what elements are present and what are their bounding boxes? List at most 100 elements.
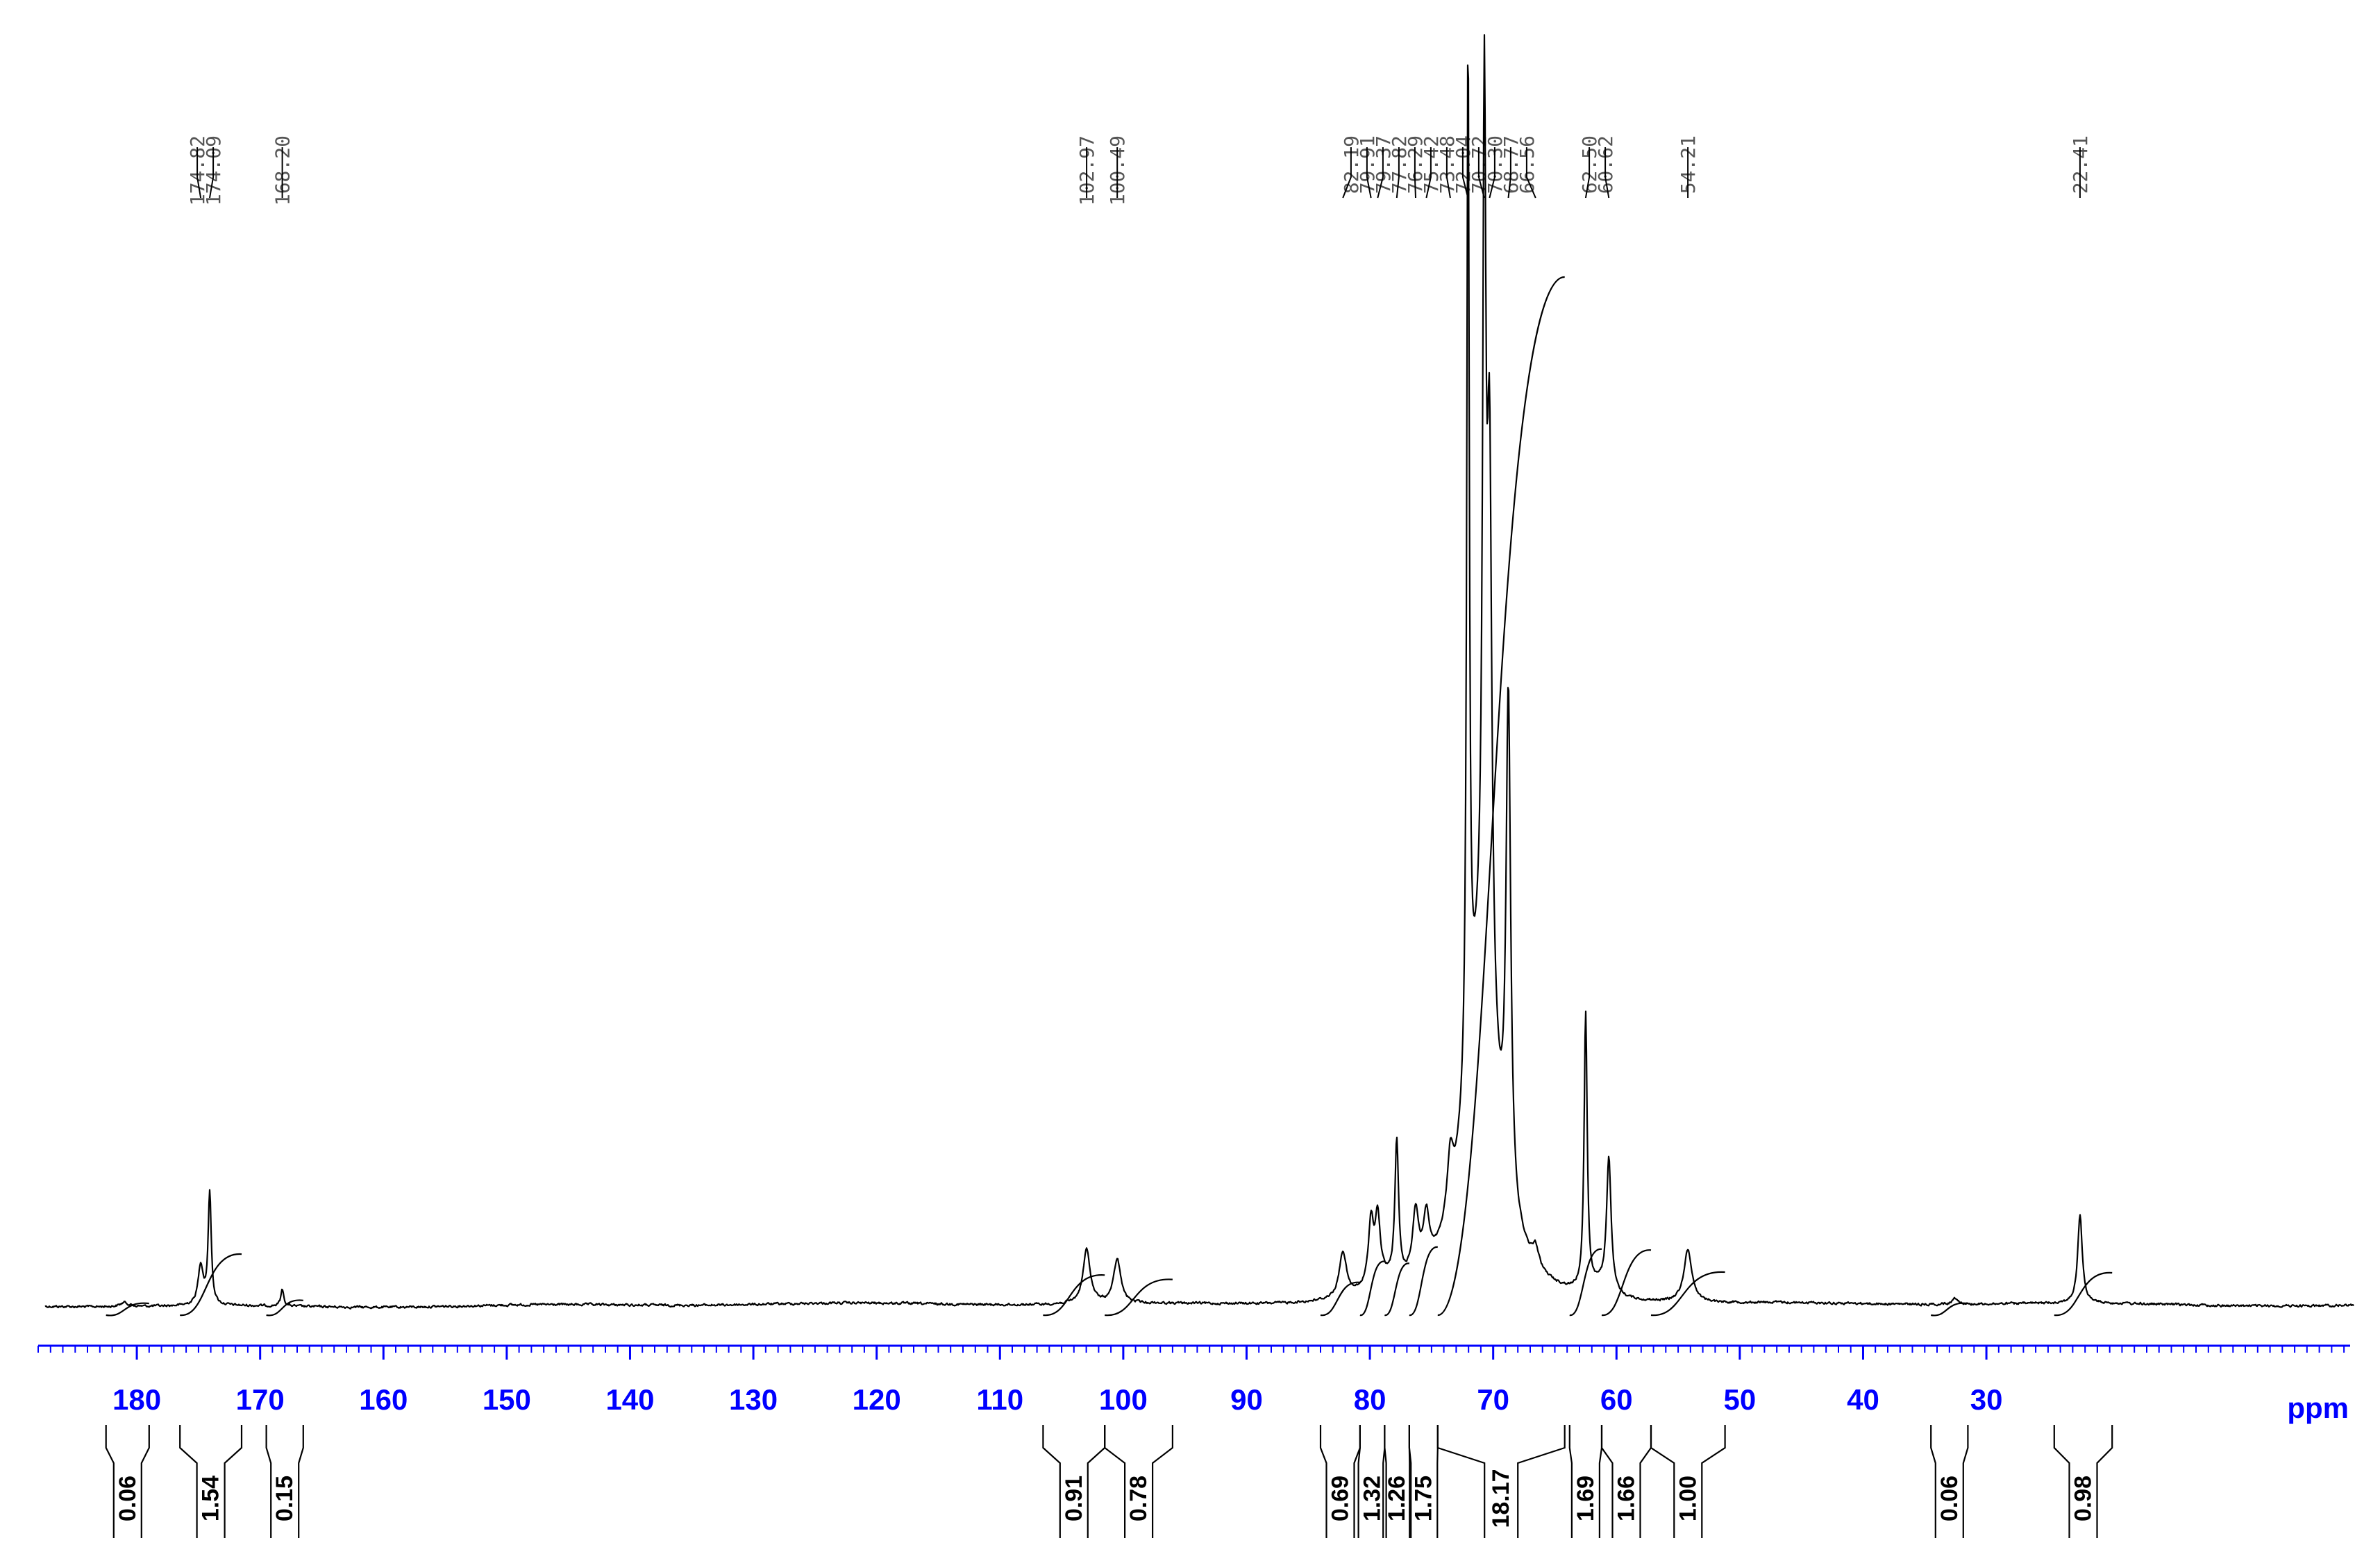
x-tick-label: 110 [976, 1383, 1023, 1416]
x-tick-label: 100 [1099, 1383, 1148, 1416]
integral-bracket-left [1600, 1425, 1614, 1538]
integral-bracket-left [1650, 1425, 1675, 1538]
x-tick-label: 40 [1847, 1383, 1879, 1416]
integral-bracket: 0.06 [1930, 1425, 1969, 1538]
x-tick-label: 60 [1600, 1383, 1633, 1416]
integral-curve [106, 1302, 149, 1317]
peak-label: 168.20 [271, 135, 294, 206]
peak-label: 66.56 [1516, 135, 1539, 199]
integral-bracket: 1.66 [1600, 1425, 1652, 1538]
integral-bracket-left [1568, 1425, 1573, 1538]
integral-value-label: 0.15 [271, 1476, 298, 1521]
peak-label-leader [1489, 147, 1495, 199]
x-tick-label: 70 [1477, 1383, 1509, 1416]
integral-value-label: 18.17 [1488, 1469, 1514, 1528]
integral-curve [1043, 1274, 1105, 1317]
peak-label: 70.72 [1468, 135, 1491, 199]
peak-label: 100.49 [1106, 135, 1129, 206]
peak-label-leader [1445, 147, 1451, 199]
x-tick-label: 50 [1724, 1383, 1757, 1416]
integral-curve [1359, 1260, 1385, 1317]
integral-bracket-left [105, 1425, 115, 1538]
integral-curve [2054, 1271, 2113, 1317]
integral-bracket: 0.06 [105, 1425, 150, 1538]
x-tick-label: 90 [1230, 1383, 1263, 1416]
peak-label: 174.82 [186, 135, 209, 206]
x-tick-label: 160 [359, 1383, 408, 1416]
x-tick-label: 180 [112, 1383, 161, 1416]
peak-label-leader [1525, 147, 1536, 199]
integral-value-label: 0.78 [1125, 1476, 1152, 1521]
peak-label-leader [1342, 147, 1352, 199]
integral-value-label: 1.00 [1675, 1476, 1701, 1521]
integral-bracket-left [1930, 1425, 1936, 1538]
integral-curve [1650, 1271, 1725, 1317]
integral-bracket-left [1357, 1425, 1361, 1538]
integral-bracket-left [179, 1425, 198, 1538]
peak-label: 62.50 [1578, 135, 1601, 199]
integral-curve [1569, 1248, 1602, 1317]
integral-value-label: 1.66 [1614, 1476, 1640, 1521]
peak-label-leader [1396, 147, 1400, 199]
integral-bracket: 1.75 [1408, 1425, 1439, 1538]
x-axis: 180 170 160 150 140 130 120 110 100 90 80 70 60 50 40 3… [37, 1344, 2350, 1424]
integral-bracket-right [1701, 1425, 1726, 1538]
peak-label: 60.62 [1594, 135, 1617, 199]
peak-label: 70.30 [1484, 135, 1507, 199]
peak-label: 75.42 [1420, 135, 1443, 199]
peak-label: 79.91 [1356, 135, 1379, 199]
integral-bracket: 0.15 [265, 1425, 304, 1538]
spectrum-trace [44, 34, 2354, 1310]
minor-tick-marks [37, 1346, 2345, 1353]
peak-label: 82.19 [1340, 135, 1363, 199]
integral-bracket: 1.69 [1568, 1425, 1603, 1538]
peak-label-leader [1425, 147, 1432, 199]
integral-bracket-left [1436, 1425, 1486, 1538]
peak-label-leader [196, 147, 202, 199]
integral-value-label: 1.75 [1410, 1476, 1436, 1521]
x-axis-unit-label: ppm [2287, 1392, 2349, 1424]
integral-bracket-right [298, 1425, 304, 1538]
integral-curve [266, 1299, 303, 1317]
integral-bracket-right [1639, 1425, 1652, 1538]
integral-bracket-left [1382, 1425, 1386, 1538]
x-axis-minor-ticks [37, 1346, 2345, 1353]
peak-label-leader [1461, 147, 1469, 199]
peak-label-leader [209, 147, 215, 199]
integral-bracket-right [1152, 1425, 1173, 1538]
peak-label: 72.04 [1452, 135, 1475, 199]
x-tick-label: 80 [1354, 1383, 1386, 1416]
integral-bracket: 0.78 [1104, 1425, 1173, 1538]
peak-label: 68.77 [1500, 135, 1523, 199]
integral-bracket-group: 0.06 1.54 0.15 0.91 0.78 0.69 1.321.26 1.75 18.1… [105, 1425, 2113, 1538]
integral-bracket: 1.00 [1650, 1425, 1726, 1538]
integral-bracket: 0.69 [1319, 1425, 1361, 1538]
peak-label-leader [1377, 147, 1384, 199]
integral-bracket: 1.32 [1357, 1425, 1387, 1538]
integral-bracket-right [1962, 1425, 1969, 1538]
integral-bracket-right [1087, 1425, 1106, 1538]
x-tick-label: 140 [605, 1383, 654, 1416]
integral-bracket-left [1104, 1425, 1126, 1538]
integral-bracket-right [2096, 1425, 2113, 1538]
peak-label: 54.21 [1677, 135, 1700, 198]
integral-curve [1601, 1249, 1652, 1317]
peak-label: 22.41 [2069, 135, 2092, 198]
peak-label-leader [1414, 147, 1416, 199]
integral-bracket: 0.98 [2053, 1425, 2113, 1538]
peak-label-leader [1477, 147, 1485, 199]
integral-value-label: 0.69 [1327, 1476, 1354, 1521]
integral-curve [1384, 1262, 1410, 1317]
peak-label: 79.37 [1372, 135, 1395, 199]
peak-label-leader [1366, 147, 1372, 199]
x-tick-label: 130 [729, 1383, 778, 1416]
peak-label: 73.48 [1436, 135, 1459, 199]
integral-bracket-right [1517, 1425, 1566, 1538]
integral-value-label: 0.91 [1061, 1476, 1087, 1521]
integral-value-label: 0.06 [1936, 1476, 1963, 1521]
integral-value-label: 1.26 [1384, 1476, 1410, 1521]
integral-curve [1409, 1246, 1438, 1317]
x-tick-label: 30 [1970, 1383, 2003, 1416]
